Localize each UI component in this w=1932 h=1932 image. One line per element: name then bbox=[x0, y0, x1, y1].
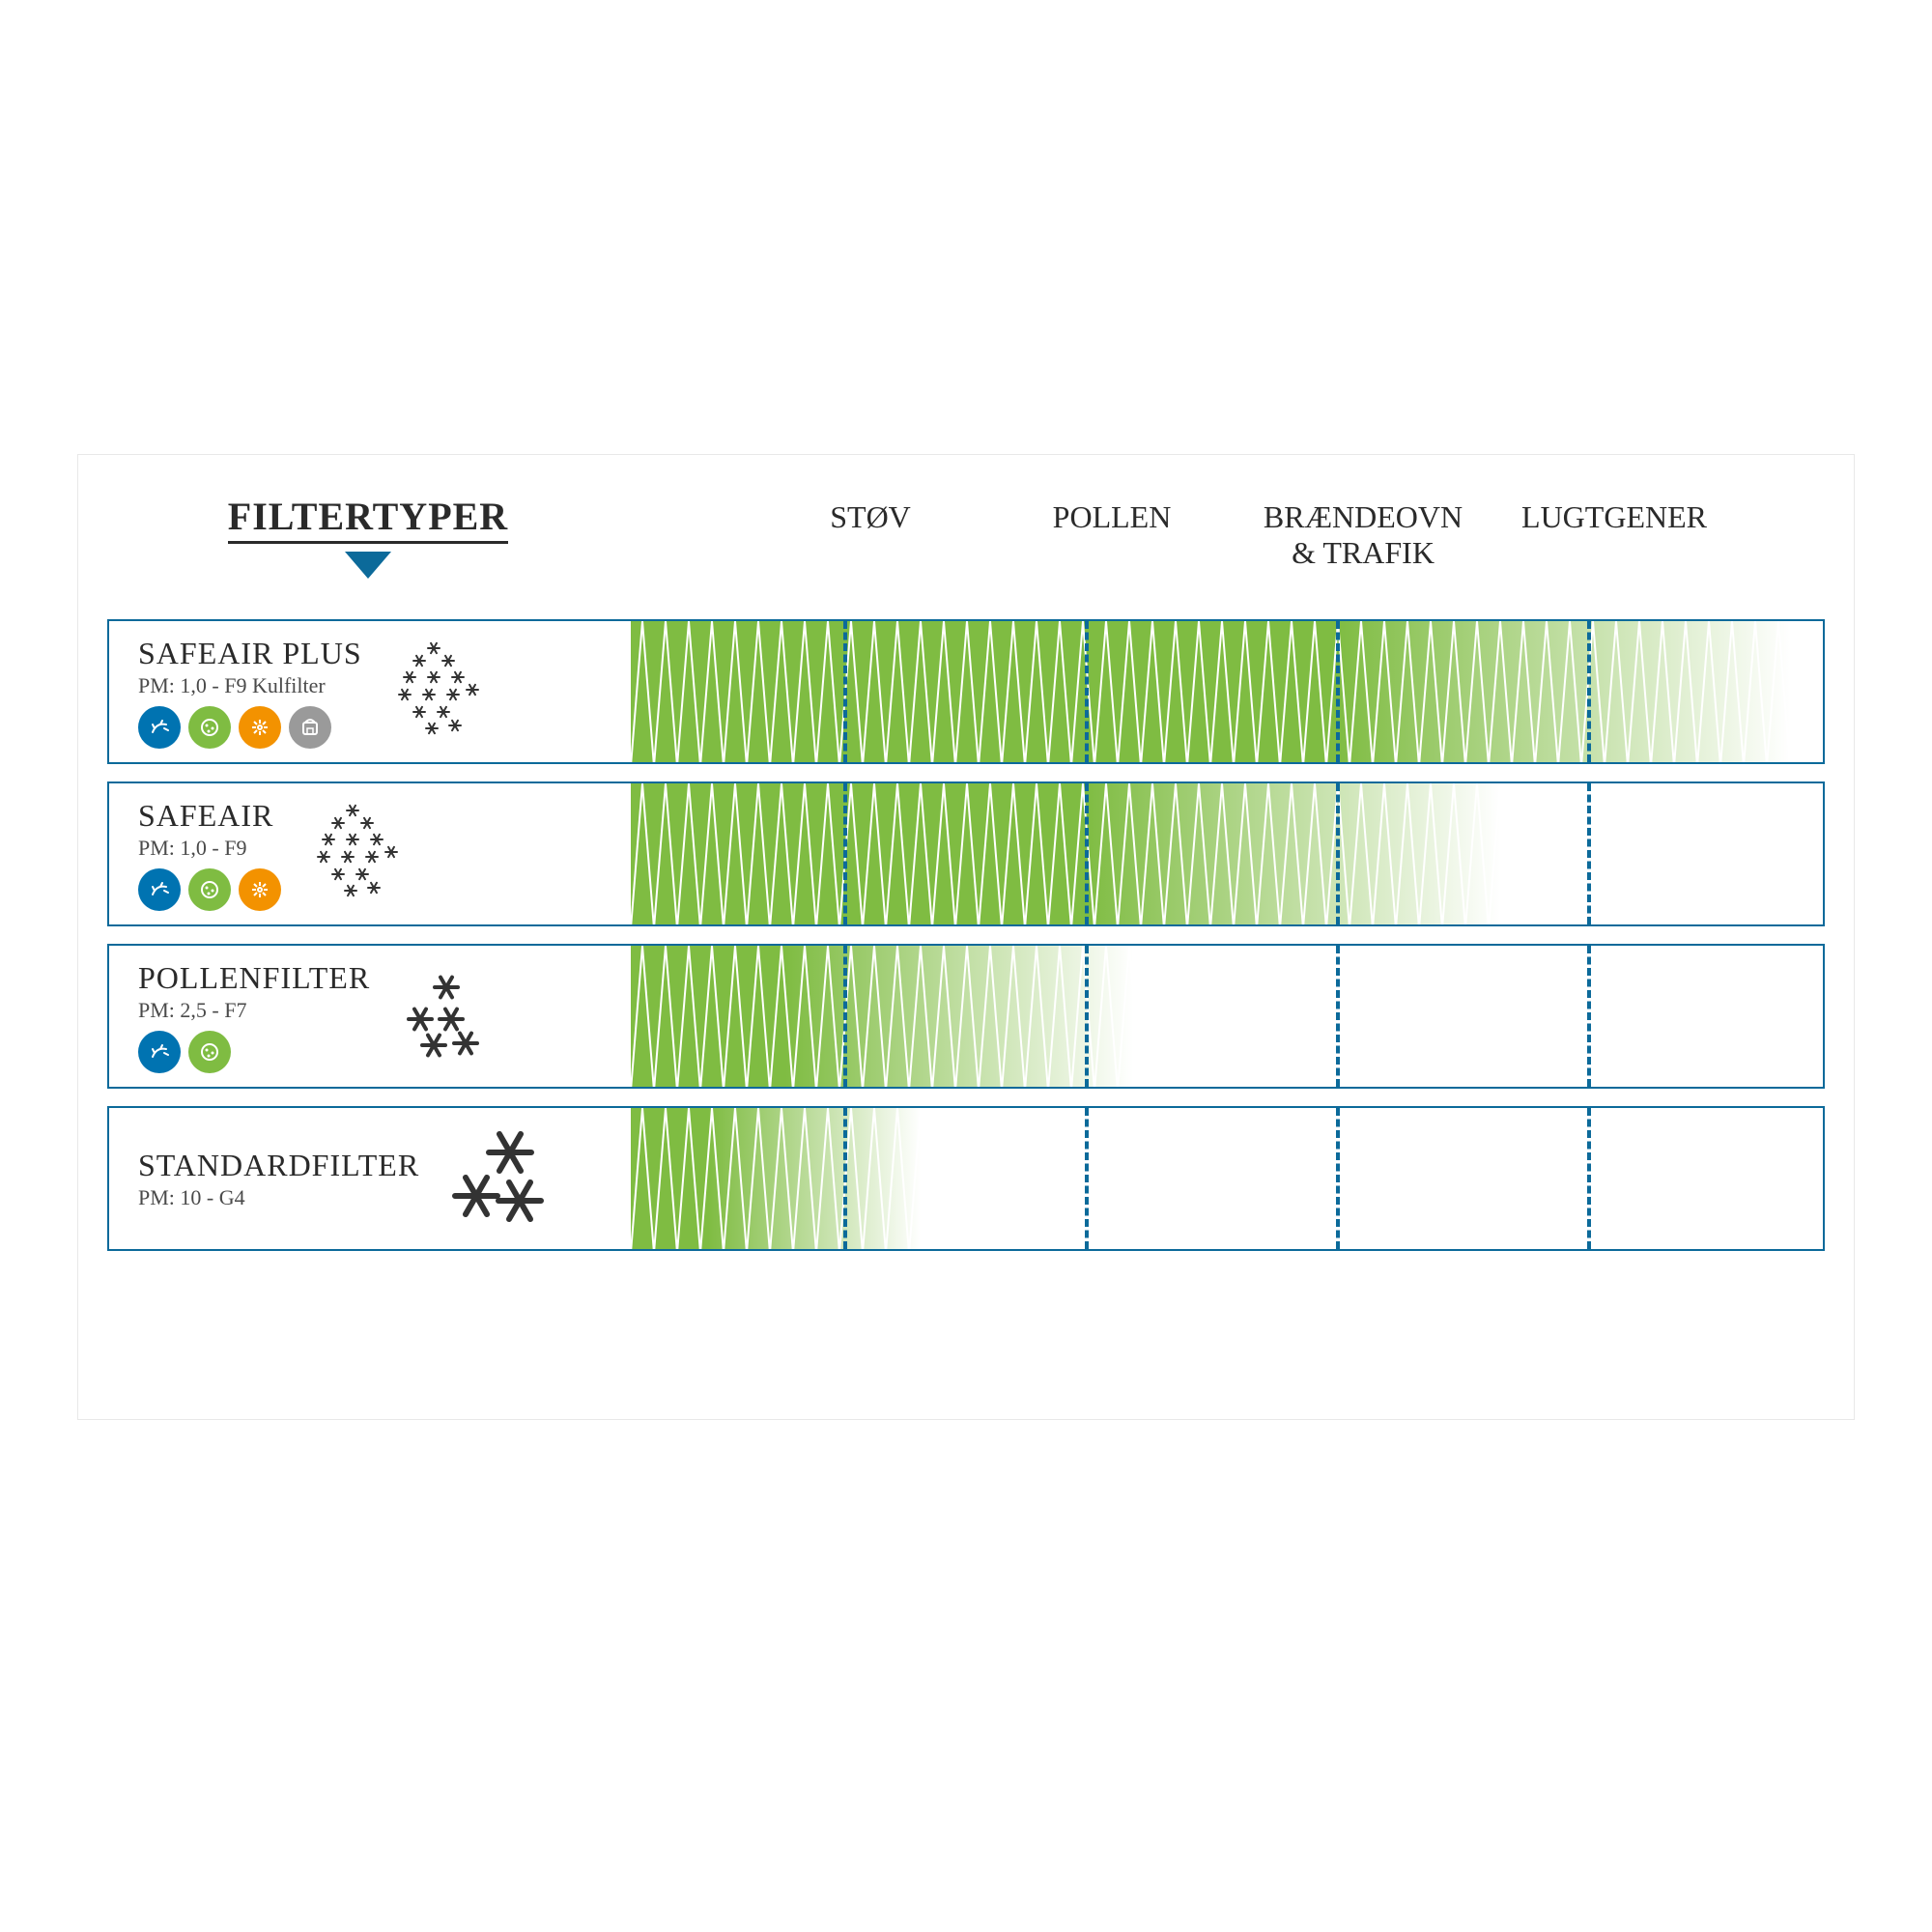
row-subtitle: PM: 10 - G4 bbox=[138, 1185, 419, 1210]
arrow-down-icon bbox=[345, 552, 391, 579]
header-row: FILTERTYPER STØVPOLLENBRÆNDEOVN& TRAFIKL… bbox=[107, 494, 1825, 581]
row-title: STANDARDFILTER bbox=[138, 1148, 419, 1183]
chart-title: FILTERTYPER bbox=[228, 494, 508, 544]
category-divider bbox=[843, 621, 847, 762]
particle-large-icon bbox=[442, 1123, 549, 1230]
category-divider bbox=[1587, 946, 1591, 1087]
category-header: STØV bbox=[745, 499, 996, 535]
particle-fine-icon bbox=[304, 799, 401, 905]
category-divider bbox=[843, 783, 847, 924]
orange-feature-icon bbox=[239, 868, 281, 911]
category-divider bbox=[1336, 621, 1340, 762]
row-subtitle: PM: 1,0 - F9 Kulfilter bbox=[138, 673, 362, 698]
category-divider bbox=[1336, 783, 1340, 924]
row-label: POLLENFILTER PM: 2,5 - F7 bbox=[109, 946, 631, 1087]
category-divider bbox=[1336, 1108, 1340, 1249]
category-divider bbox=[843, 946, 847, 1087]
particle-medium-icon bbox=[393, 966, 490, 1063]
bar-area bbox=[631, 946, 1823, 1087]
filter-comparison-chart: FILTERTYPER STØVPOLLENBRÆNDEOVN& TRAFIKL… bbox=[77, 454, 1855, 1420]
row-title: SAFEAIR PLUS bbox=[138, 636, 362, 671]
blue-feature-icon bbox=[138, 1031, 181, 1073]
row-subtitle: PM: 1,0 - F9 bbox=[138, 836, 281, 861]
filter-row: SAFEAIR PM: 1,0 - F9 bbox=[107, 781, 1825, 926]
row-title: POLLENFILTER bbox=[138, 960, 370, 996]
green-feature-icon bbox=[188, 1031, 231, 1073]
category-divider bbox=[1587, 1108, 1591, 1249]
green-feature-icon bbox=[188, 706, 231, 749]
effectiveness-bar bbox=[631, 783, 1500, 924]
row-label: SAFEAIR PM: 1,0 - F9 bbox=[109, 783, 631, 924]
blue-feature-icon bbox=[138, 706, 181, 749]
particle-fine-icon bbox=[385, 637, 482, 743]
feature-icons bbox=[138, 868, 281, 911]
feature-icons bbox=[138, 1031, 370, 1073]
row-subtitle: PM: 2,5 - F7 bbox=[138, 998, 370, 1023]
category-divider bbox=[1085, 946, 1089, 1087]
rows-area: SAFEAIR PLUS PM: 1,0 - F9 Kulfilter SAFE… bbox=[107, 619, 1825, 1251]
category-divider bbox=[1085, 1108, 1089, 1249]
category-headers: STØVPOLLENBRÆNDEOVN& TRAFIKLUGTGENER bbox=[629, 494, 1825, 581]
green-feature-icon bbox=[188, 868, 231, 911]
feature-icons bbox=[138, 706, 362, 749]
row-label: STANDARDFILTER PM: 10 - G4 bbox=[109, 1108, 631, 1249]
category-divider bbox=[1587, 621, 1591, 762]
filtertyper-header: FILTERTYPER bbox=[107, 494, 629, 579]
bar-area bbox=[631, 1108, 1823, 1249]
category-divider bbox=[1085, 621, 1089, 762]
category-header: LUGTGENER bbox=[1489, 499, 1740, 535]
orange-feature-icon bbox=[239, 706, 281, 749]
effectiveness-bar bbox=[631, 946, 1133, 1087]
category-divider bbox=[1587, 783, 1591, 924]
row-label: SAFEAIR PLUS PM: 1,0 - F9 Kulfilter bbox=[109, 621, 631, 762]
filter-row: STANDARDFILTER PM: 10 - G4 bbox=[107, 1106, 1825, 1251]
row-title: SAFEAIR bbox=[138, 798, 281, 834]
category-header: POLLEN bbox=[986, 499, 1237, 535]
bar-area bbox=[631, 783, 1823, 924]
filter-row: SAFEAIR PLUS PM: 1,0 - F9 Kulfilter bbox=[107, 619, 1825, 764]
bar-area bbox=[631, 621, 1823, 762]
effectiveness-bar bbox=[631, 1108, 921, 1249]
grey-feature-icon bbox=[289, 706, 331, 749]
category-divider bbox=[1336, 946, 1340, 1087]
effectiveness-bar bbox=[631, 621, 1790, 762]
blue-feature-icon bbox=[138, 868, 181, 911]
filter-row: POLLENFILTER PM: 2,5 - F7 bbox=[107, 944, 1825, 1089]
category-divider bbox=[843, 1108, 847, 1249]
category-header: BRÆNDEOVN& TRAFIK bbox=[1237, 499, 1489, 571]
category-divider bbox=[1085, 783, 1089, 924]
